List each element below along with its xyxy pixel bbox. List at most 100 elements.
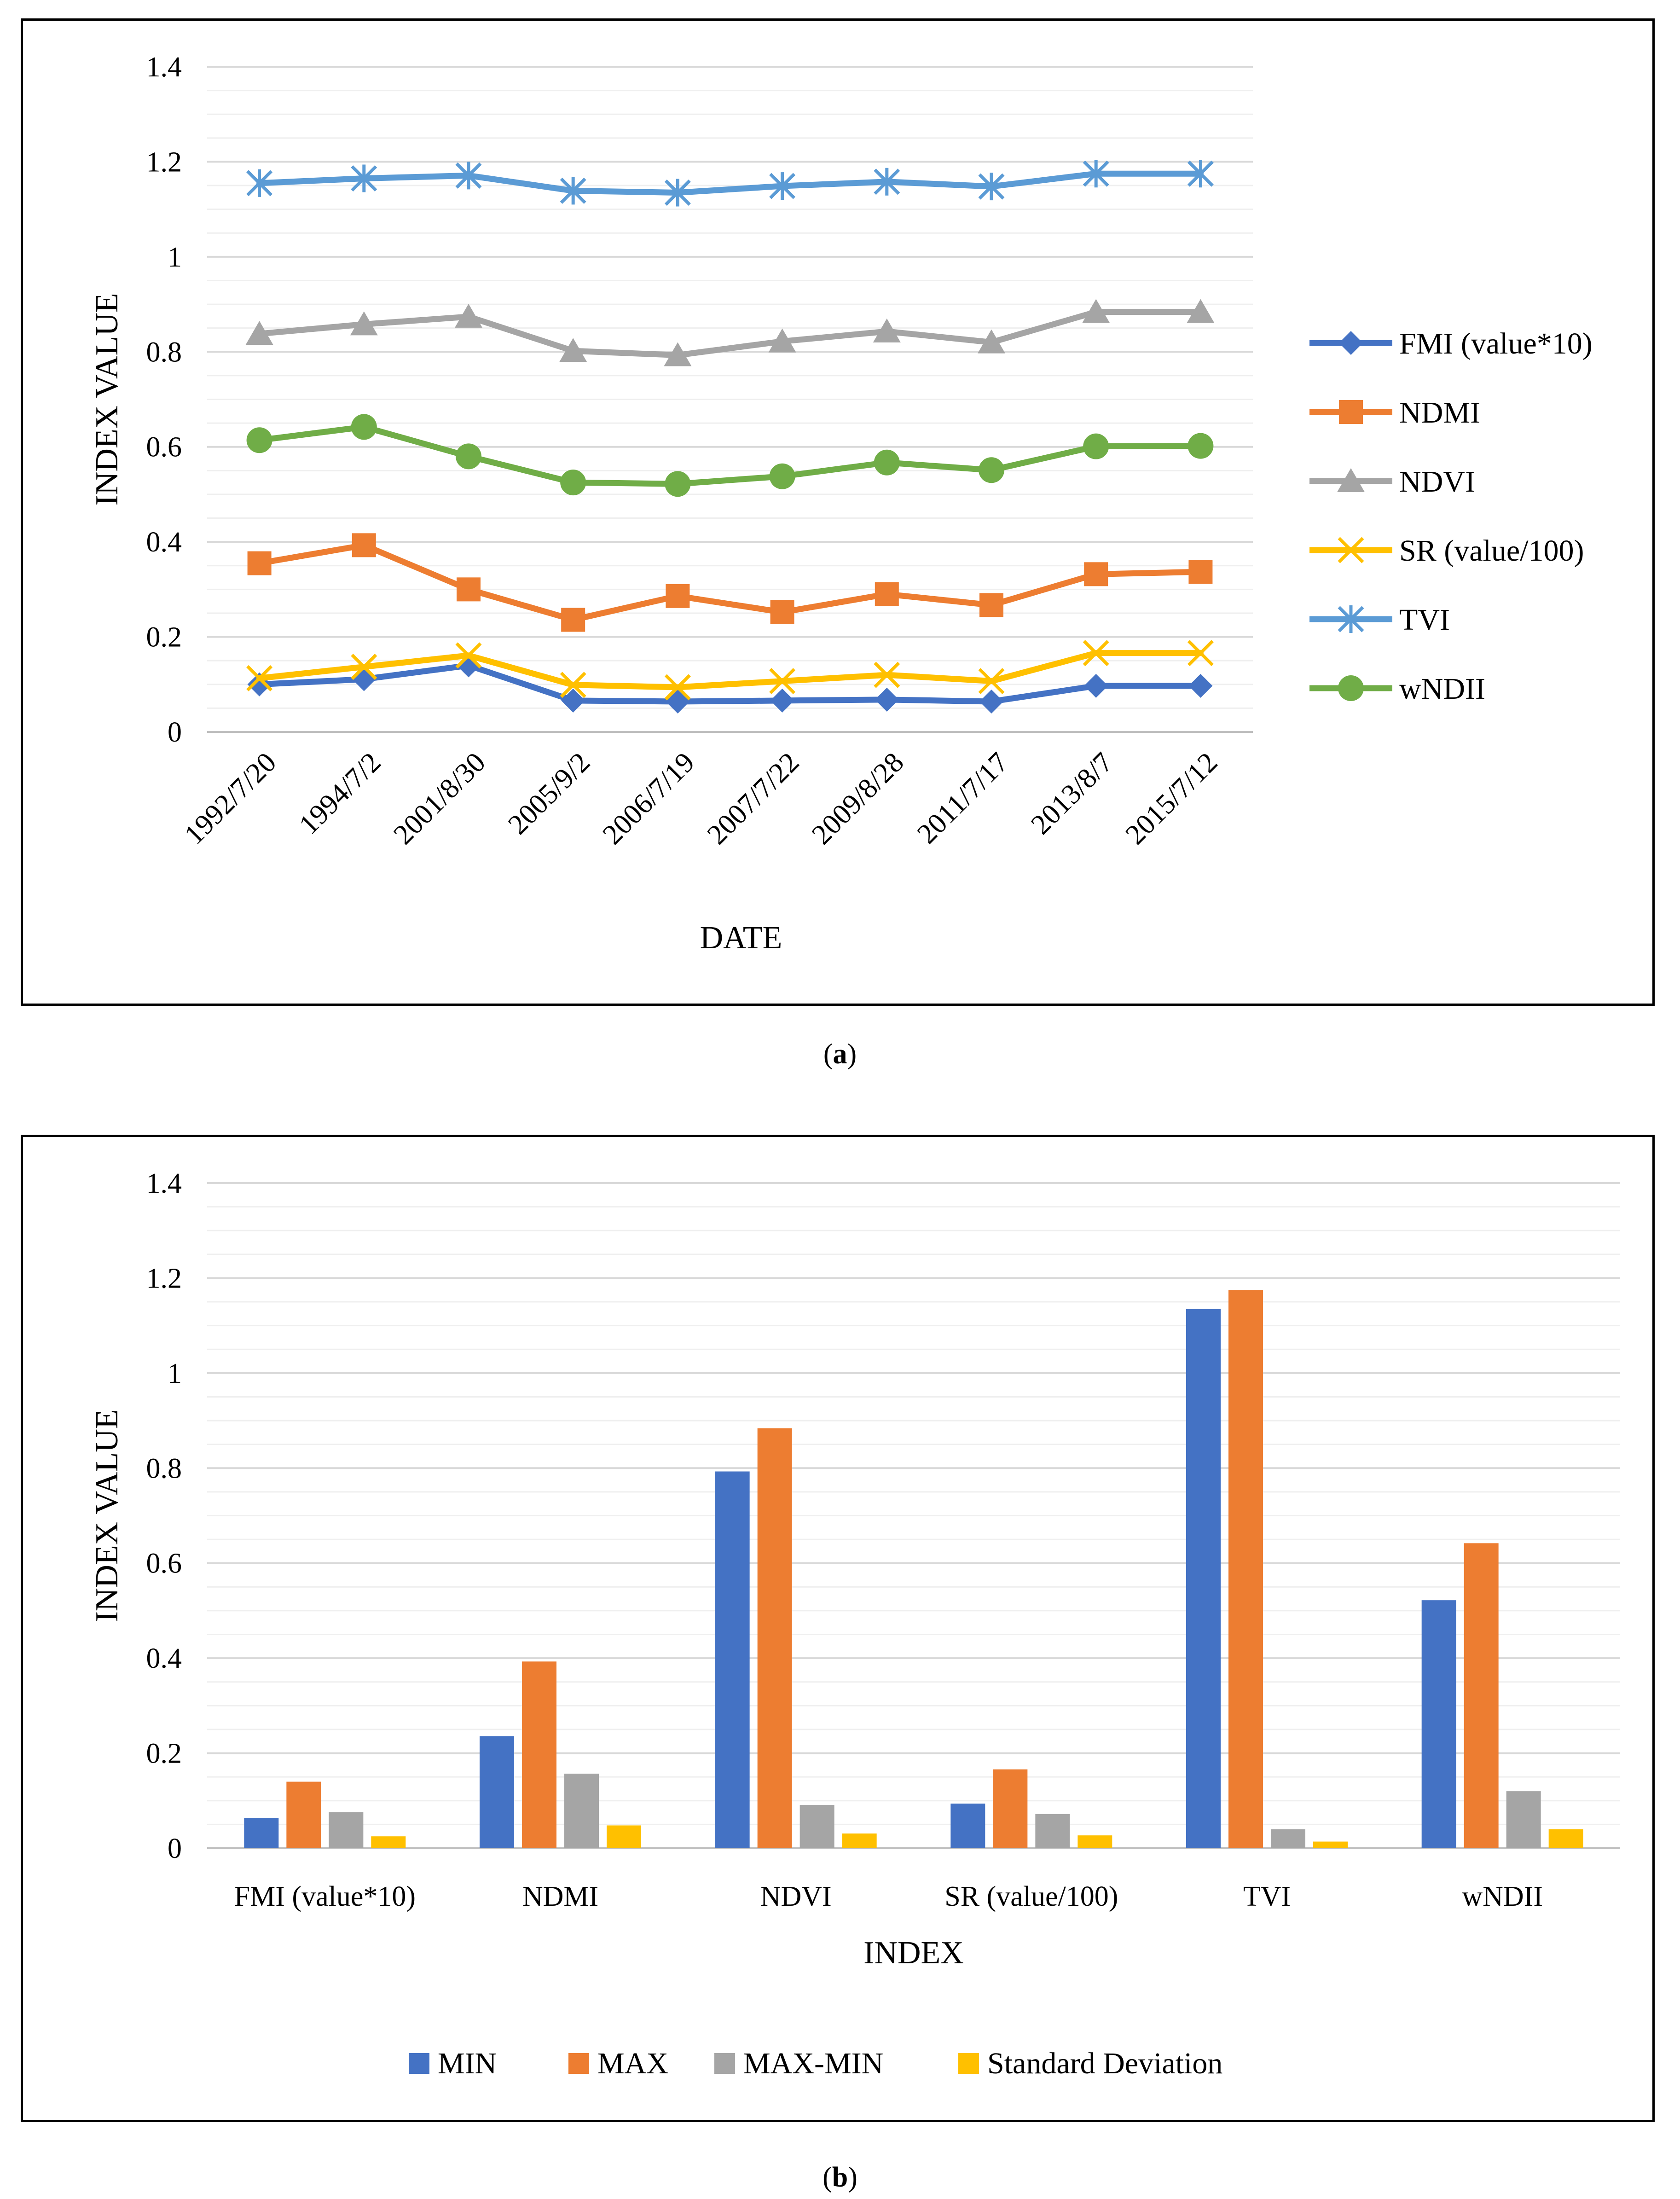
legend-swatch-marker: [1337, 468, 1365, 492]
data-point: [351, 414, 377, 440]
data-point: [978, 173, 1005, 201]
data-point: [456, 443, 481, 470]
caption-a: (a): [823, 1039, 857, 1070]
bar-max: [993, 1769, 1028, 1848]
data-point: [455, 642, 482, 669]
data-point: [873, 318, 901, 342]
data-point: [768, 328, 796, 353]
data-point: [561, 608, 585, 632]
data-point: [979, 457, 1004, 483]
legend-label: TVI: [1399, 603, 1450, 637]
x-tick-label: SR (value/100): [944, 1881, 1118, 1912]
bar-max-min: [1506, 1791, 1541, 1848]
y-tick-label: 1.4: [146, 52, 182, 83]
data-point: [874, 168, 900, 196]
x-tick-label: 2007/7/22: [701, 747, 805, 851]
data-point: [769, 668, 796, 695]
data-point: [351, 164, 377, 192]
bar-max-min: [1271, 1829, 1305, 1848]
data-point: [560, 177, 586, 205]
data-point: [455, 303, 482, 328]
series-line: [256, 662, 1204, 705]
caption-b-letter: b: [832, 2162, 848, 2193]
legend-item: NDVI: [1309, 465, 1475, 499]
data-point: [770, 688, 794, 713]
data-point: [352, 533, 376, 557]
series-ndvi: [245, 299, 1215, 366]
bar-standard-deviation: [1548, 1829, 1583, 1848]
x-tick-label: TVI: [1243, 1881, 1291, 1912]
x-tick-label: 1994/7/2: [293, 747, 387, 841]
legend-item: Standard Deviation: [958, 2047, 1222, 2080]
y-tick-label: 0: [168, 717, 182, 748]
legend-item: MIN: [409, 2047, 497, 2080]
y-axis-title: INDEX VALUE: [89, 293, 125, 505]
bar-chart-panel: 0 0.2 0.4 0.6 0.8 1 1.2 1.4 FMI (value*10) NDMI ND…: [21, 1135, 1655, 2122]
y-tick-label: 1.2: [146, 146, 182, 178]
data-point: [561, 688, 585, 713]
x-tick-label: 2005/9/2: [502, 747, 596, 841]
y-tick-label: 0.8: [146, 337, 182, 368]
legend-swatch-marker: [1338, 675, 1364, 701]
series-line: [256, 170, 1204, 196]
legend-item: MAX-MIN: [714, 2047, 883, 2080]
caption-a-letter: a: [833, 1039, 847, 1070]
legend-item: SR (value/100): [1309, 534, 1584, 568]
legend: MIN MAX MAX-MIN Standard Deviation: [409, 2047, 1222, 2080]
series-line: [256, 650, 1204, 690]
data-point: [246, 427, 272, 453]
legend-label: FMI (value*10): [1399, 327, 1593, 360]
legend-item: MAX: [568, 2047, 668, 2080]
line-chart-panel: 0 0.2 0.4 0.6 0.8 1 1.2 1.4 1992/7/20 1994/7/2 200…: [21, 18, 1655, 1006]
series-ndmi: [247, 533, 1213, 632]
legend-swatch-marker: [1339, 400, 1363, 424]
legend-swatch-marker: [1338, 605, 1364, 633]
bar-max-min: [329, 1812, 364, 1848]
gridlines: [207, 66, 1253, 709]
data-point: [875, 582, 899, 606]
bar-standard-deviation: [371, 1836, 406, 1848]
y-tick-label: 0.4: [146, 527, 182, 558]
data-point: [664, 674, 691, 701]
x-tick-label: 2015/7/12: [1119, 747, 1223, 851]
data-point: [1083, 433, 1109, 459]
data-point: [874, 661, 900, 688]
data-point: [769, 463, 795, 489]
data-point: [1082, 299, 1110, 323]
data-point: [455, 162, 482, 190]
gridlines: [207, 1182, 1620, 1825]
bar-min: [244, 1817, 279, 1848]
data-point: [1188, 673, 1213, 698]
bar-standard-deviation: [1313, 1841, 1348, 1848]
y-tick-label: 0: [168, 1833, 182, 1864]
legend-label: MAX: [597, 2047, 668, 2080]
y-tick-label: 1: [168, 242, 182, 273]
legend-label: SR (value/100): [1399, 534, 1584, 568]
data-point: [874, 449, 900, 476]
bar-min: [1186, 1309, 1221, 1848]
y-tick-label: 0.2: [146, 622, 182, 653]
data-point: [1084, 673, 1108, 698]
series-sr-value-100: [246, 640, 1214, 701]
bar-max: [1464, 1543, 1499, 1848]
x-tick-label: 2013/8/7: [1025, 747, 1119, 841]
x-axis-title: DATE: [700, 920, 782, 956]
y-tick-label: 0.8: [146, 1453, 182, 1484]
series-line: [256, 542, 1204, 623]
legend-swatch: [409, 2053, 429, 2074]
data-point: [246, 169, 273, 197]
x-tick-label: 2006/7/19: [597, 747, 701, 851]
legend-item: TVI: [1309, 603, 1450, 637]
data-point: [769, 172, 796, 200]
bar-max: [757, 1428, 792, 1848]
bar-max-min: [564, 1773, 599, 1848]
bar-max: [1228, 1290, 1263, 1848]
data-point: [665, 471, 691, 497]
data-point: [560, 672, 586, 698]
data-point: [1187, 299, 1215, 323]
y-tick-label: 0.6: [146, 432, 182, 463]
y-tick-label: 0.6: [146, 1548, 182, 1579]
legend-item: NDMI: [1309, 396, 1480, 429]
legend-swatch: [714, 2053, 735, 2074]
bar-standard-deviation: [607, 1825, 641, 1848]
